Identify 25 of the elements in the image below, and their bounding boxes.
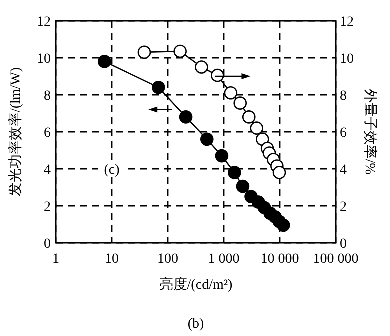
y2-tick-label: 2 xyxy=(340,200,347,215)
annotation: (c) xyxy=(104,163,120,178)
y-tick-label: 6 xyxy=(44,126,51,141)
text: (b) xyxy=(188,317,204,332)
y-tick-label: 10 xyxy=(37,52,51,67)
y2-tick-label: 10 xyxy=(340,52,354,67)
y-tick-label: 12 xyxy=(37,15,51,30)
y-axis-title: 发光功率效率/(lm/W) xyxy=(8,67,24,197)
xtick: 100 000 xyxy=(313,252,359,267)
xtick: 100 xyxy=(158,252,178,267)
y2-tick-label: 8 xyxy=(340,89,347,104)
xtick: 10 000 xyxy=(260,252,300,267)
y2-axis-title: 外量子效率/% xyxy=(362,89,378,176)
y-tick-label: 8 xyxy=(44,89,51,104)
y-tick-label: 4 xyxy=(44,163,51,178)
y2-tick-label: 12 xyxy=(340,15,354,30)
x-axis-title: 亮度/(cd/m²) xyxy=(159,277,234,293)
xtick: 1 xyxy=(52,252,60,267)
y2-tick-label: 0 xyxy=(340,237,347,252)
y-tick-label: 2 xyxy=(44,200,51,215)
y-tick-label: 0 xyxy=(44,237,51,252)
y2-tick-label: 6 xyxy=(340,126,347,141)
xtick: 10 xyxy=(105,252,119,267)
xtick: 1 000 xyxy=(208,252,240,267)
y2-tick-label: 4 xyxy=(340,163,347,178)
